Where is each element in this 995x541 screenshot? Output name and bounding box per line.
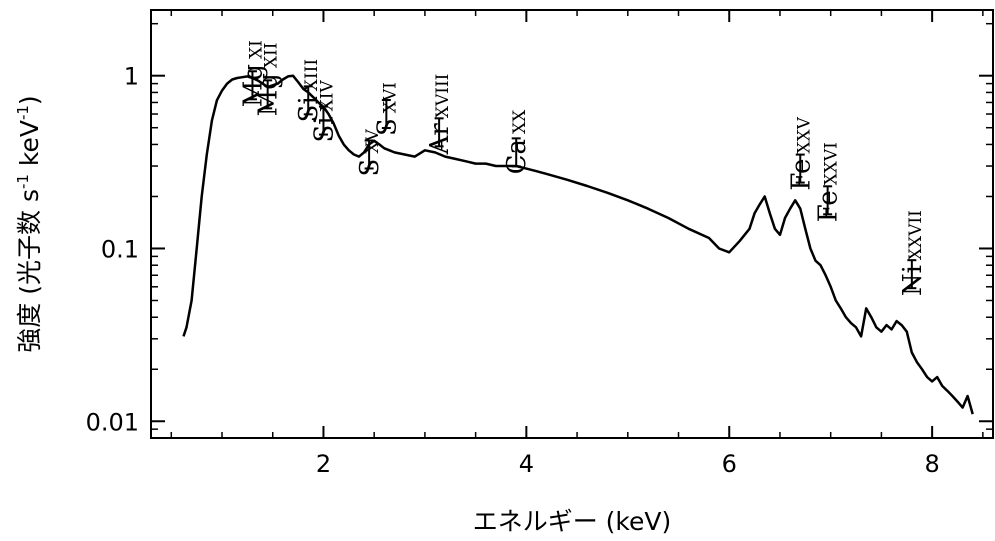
ion-stage: XXVI bbox=[822, 142, 842, 185]
x-tick-label: 6 bbox=[722, 450, 737, 478]
element-name: Si bbox=[294, 96, 324, 122]
line-label: Ar XVIII bbox=[425, 74, 455, 156]
y-axis-label-exp2: -1 bbox=[14, 105, 32, 120]
y-axis-label-end: ) bbox=[15, 95, 44, 105]
element-name: Si bbox=[309, 116, 339, 142]
y-axis-label: 強度 (光子数 s-1 keV-1) bbox=[14, 95, 44, 352]
ion-stage: XI bbox=[246, 40, 266, 59]
ion-stage: XV bbox=[363, 129, 383, 154]
line-label: S XV bbox=[355, 129, 385, 177]
line-label: Fe XXV bbox=[786, 116, 816, 190]
ion-stage: XVI bbox=[380, 82, 400, 113]
element-name: Mg bbox=[238, 64, 268, 107]
x-tick-label: 2 bbox=[316, 450, 331, 478]
series-layer bbox=[182, 74, 974, 415]
y-tick-label: 1 bbox=[124, 63, 139, 91]
line-marker: S XVI bbox=[372, 82, 402, 136]
line-label: Si XIII bbox=[294, 59, 324, 122]
line-label: Mg XII bbox=[254, 43, 284, 117]
line-label: Mg XI bbox=[238, 40, 268, 107]
spectrum-line bbox=[182, 74, 974, 415]
line-marker: Ni XXVII bbox=[898, 210, 928, 296]
line-marker: Si XIV bbox=[309, 80, 339, 143]
plot-frame bbox=[150, 9, 994, 439]
line-label: Ni XXVII bbox=[898, 210, 928, 296]
line-label: Ca XX bbox=[502, 109, 532, 175]
y-tick-label: 0.1 bbox=[101, 235, 139, 263]
element-name: Ca bbox=[502, 139, 532, 174]
line-marker: Mg XI bbox=[238, 40, 268, 107]
line-marker: Si XIII bbox=[294, 59, 324, 122]
line-marker: Mg XII bbox=[254, 43, 284, 117]
line-marker: Ca XX bbox=[502, 109, 532, 175]
axis-ticks: 2 4 6 8 0.01 0.1 1 bbox=[86, 10, 993, 478]
line-label: S XVI bbox=[372, 82, 402, 136]
element-name: Fe bbox=[814, 190, 844, 222]
x-tick-label: 4 bbox=[519, 450, 534, 478]
y-axis-label-mid: keV bbox=[15, 120, 44, 174]
y-axis-label-exp1: -1 bbox=[14, 174, 32, 189]
y-axis-label-main: 強度 (光子数 s bbox=[15, 189, 44, 353]
ion-stage: XXVII bbox=[906, 210, 926, 260]
element-name: Mg bbox=[254, 73, 284, 116]
element-name: Ni bbox=[898, 265, 928, 296]
ion-stage: XX bbox=[510, 109, 530, 134]
ion-stage: XIII bbox=[302, 59, 322, 91]
line-label: Si XIV bbox=[309, 80, 339, 143]
y-tick-label: 0.01 bbox=[86, 408, 139, 436]
line-marker: Ar XVIII bbox=[425, 74, 455, 156]
line-marker: Fe XXVI bbox=[814, 142, 844, 222]
element-name: Fe bbox=[786, 159, 816, 191]
line-annotations: MgXIMgXIISiXIIISiXIVSXVSXVIArXVIIICaXXFe… bbox=[238, 40, 927, 296]
element-name: S bbox=[372, 118, 402, 136]
ion-stage: XII bbox=[262, 43, 282, 69]
x-axis-label: エネルギー (keV) bbox=[473, 507, 672, 536]
line-marker: Fe XXV bbox=[786, 116, 816, 190]
line-marker: S XV bbox=[355, 129, 385, 177]
element-name: Ar bbox=[425, 123, 455, 156]
x-tick-label: 8 bbox=[924, 450, 939, 478]
ion-stage: XVIII bbox=[433, 74, 453, 119]
ion-stage: XIV bbox=[317, 80, 337, 112]
element-name: S bbox=[355, 159, 385, 177]
ion-stage: XXV bbox=[794, 116, 814, 153]
line-label: Fe XXVI bbox=[814, 142, 844, 222]
